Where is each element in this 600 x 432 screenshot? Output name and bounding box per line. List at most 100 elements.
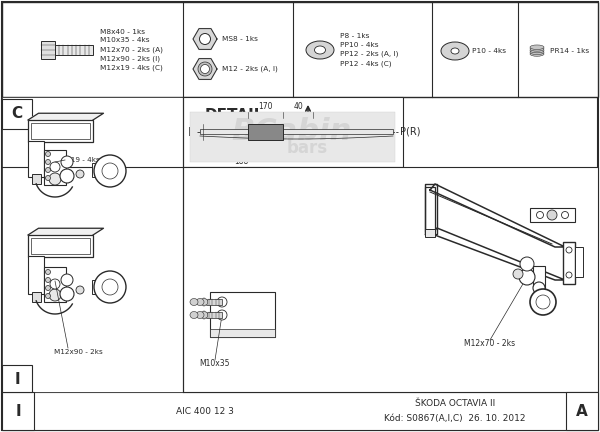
Circle shape — [536, 295, 550, 309]
Polygon shape — [432, 228, 565, 280]
Bar — [248, 124, 283, 140]
Polygon shape — [200, 298, 208, 306]
Text: M12x70 - 2ks: M12x70 - 2ks — [464, 340, 515, 349]
Circle shape — [46, 270, 50, 274]
Text: I: I — [14, 372, 20, 387]
Circle shape — [566, 247, 572, 253]
Ellipse shape — [530, 47, 544, 51]
Ellipse shape — [530, 50, 544, 54]
Bar — [533, 266, 545, 288]
Ellipse shape — [451, 48, 459, 54]
Circle shape — [46, 168, 50, 172]
Bar — [190, 112, 395, 162]
Circle shape — [566, 272, 572, 278]
Text: 7/2: 7/2 — [206, 129, 217, 135]
Bar — [2, 2, 598, 97]
Circle shape — [60, 287, 74, 301]
Text: Kód: S0867(A,I,C)  26. 10. 2012: Kód: S0867(A,I,C) 26. 10. 2012 — [384, 413, 526, 422]
Ellipse shape — [190, 299, 198, 305]
Circle shape — [46, 159, 50, 165]
Circle shape — [513, 269, 523, 279]
Ellipse shape — [530, 48, 544, 53]
Circle shape — [94, 155, 126, 187]
Circle shape — [46, 277, 50, 283]
Text: M12 - 2ks (A, I): M12 - 2ks (A, I) — [222, 66, 278, 72]
Circle shape — [562, 212, 569, 219]
Bar — [2, 392, 598, 430]
Circle shape — [200, 64, 209, 73]
Text: bars: bars — [286, 139, 328, 157]
Ellipse shape — [306, 41, 334, 59]
Ellipse shape — [196, 311, 204, 318]
Circle shape — [217, 310, 227, 320]
Bar — [31, 238, 90, 254]
Ellipse shape — [530, 52, 544, 56]
Bar — [575, 247, 583, 277]
Polygon shape — [193, 59, 217, 79]
Circle shape — [61, 156, 73, 168]
Bar — [92, 280, 110, 294]
Bar — [44, 267, 66, 302]
Bar — [425, 187, 435, 232]
Polygon shape — [28, 228, 104, 235]
Bar — [283, 129, 393, 134]
Text: 8: 8 — [262, 127, 268, 137]
Text: P10 - 4ks: P10 - 4ks — [472, 48, 506, 54]
Circle shape — [76, 170, 84, 178]
Ellipse shape — [314, 46, 325, 54]
Bar — [566, 392, 598, 430]
Text: L: L — [188, 126, 196, 139]
Bar — [2, 99, 32, 129]
Bar — [563, 242, 575, 284]
Polygon shape — [430, 184, 565, 247]
Bar — [92, 163, 110, 177]
Circle shape — [533, 282, 545, 294]
Bar — [55, 45, 93, 55]
Circle shape — [60, 169, 74, 183]
Text: I: I — [15, 403, 21, 419]
Text: 188: 188 — [234, 157, 248, 166]
Text: 170: 170 — [258, 102, 273, 111]
Bar — [28, 141, 44, 177]
Text: 40: 40 — [293, 102, 303, 111]
Circle shape — [61, 274, 73, 286]
Ellipse shape — [196, 299, 204, 305]
Circle shape — [76, 286, 84, 294]
Bar — [183, 97, 403, 167]
Circle shape — [530, 289, 556, 315]
Polygon shape — [200, 311, 208, 319]
Text: P(R): P(R) — [400, 127, 421, 137]
Text: AIC 400 12 3: AIC 400 12 3 — [176, 407, 234, 416]
Bar — [530, 208, 575, 222]
Text: C: C — [11, 107, 23, 121]
Ellipse shape — [530, 45, 544, 49]
Text: M10x35: M10x35 — [200, 359, 230, 368]
Circle shape — [46, 175, 50, 181]
Circle shape — [49, 173, 61, 185]
Bar — [32, 174, 41, 184]
Bar — [31, 123, 90, 139]
Bar — [2, 167, 183, 392]
Bar — [2, 97, 183, 167]
Polygon shape — [193, 29, 217, 49]
Text: ŠKODA OCTAVIA II: ŠKODA OCTAVIA II — [415, 398, 495, 407]
Circle shape — [102, 163, 118, 179]
Circle shape — [46, 286, 50, 290]
Circle shape — [198, 62, 212, 76]
Circle shape — [50, 279, 60, 289]
Bar — [2, 365, 32, 392]
Bar — [204, 299, 222, 305]
Circle shape — [94, 271, 126, 303]
Bar — [204, 312, 222, 318]
Bar — [183, 167, 598, 392]
Circle shape — [46, 293, 50, 299]
Text: PR14 - 1ks: PR14 - 1ks — [550, 48, 589, 54]
Circle shape — [199, 34, 211, 44]
Bar — [28, 120, 93, 142]
Text: P8 - 1ks
PP10 - 4ks
PP12 - 2ks (A, I)
PP12 - 4ks (C): P8 - 1ks PP10 - 4ks PP12 - 2ks (A, I) PP… — [340, 33, 398, 67]
Text: M12x90 - 2ks: M12x90 - 2ks — [53, 349, 103, 355]
Bar — [28, 235, 93, 257]
Text: M12x19 - 4ks: M12x19 - 4ks — [50, 157, 100, 163]
Text: MS8 - 1ks: MS8 - 1ks — [222, 36, 258, 42]
Ellipse shape — [441, 42, 469, 60]
